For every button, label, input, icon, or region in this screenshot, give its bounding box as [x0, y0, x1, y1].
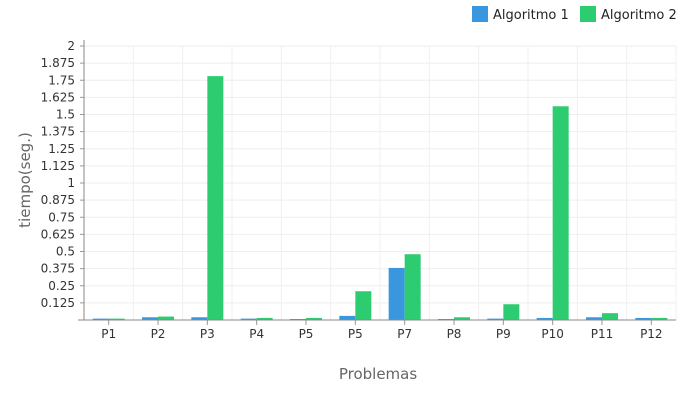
bar-algoritmo-1-p12[interactable] — [635, 317, 652, 320]
y-tick-label: 0.5 — [56, 245, 75, 259]
y-tick-label: 2 — [67, 39, 75, 53]
bar-algoritmo-1-p3[interactable] — [191, 317, 208, 320]
y-tick-label: 1.625 — [41, 90, 75, 104]
x-tick-label: P5 — [348, 327, 363, 341]
bar-algoritmo-2-p9[interactable] — [503, 304, 520, 320]
x-tick-label: P1 — [101, 327, 116, 341]
bar-algoritmo-2-p2[interactable] — [158, 316, 174, 320]
tick-labels: 0.125 0.25 0.375 0.5 0.625 0.75 0.875 1 1.125 1.2… — [41, 39, 663, 341]
bar-algoritmo-1-p4[interactable] — [240, 318, 257, 320]
x-tick-label: P9 — [496, 327, 511, 341]
y-tick-label: 1.375 — [41, 125, 75, 139]
legend[interactable]: Algoritmo 1 Algoritmo 2 — [472, 6, 677, 23]
bar-algoritmo-1-p5[interactable] — [339, 315, 356, 320]
y-tick-label: 0.375 — [41, 262, 75, 276]
bars — [92, 76, 668, 320]
y-tick-label: 0.75 — [48, 210, 75, 224]
bar-algoritmo-1-p11[interactable] — [586, 317, 602, 320]
x-tick-label: P12 — [640, 327, 663, 341]
y-tick-label: 0.25 — [48, 279, 75, 293]
x-tick-label: P8 — [447, 327, 462, 341]
x-axis-title: Problemas — [339, 365, 418, 383]
bar-algoritmo-2-p7[interactable] — [404, 254, 421, 320]
grid — [83, 45, 677, 320]
legend-label: Algoritmo 1 — [493, 8, 569, 23]
x-tick-label: P2 — [151, 327, 166, 341]
bar-algoritmo-1-p2[interactable] — [142, 317, 158, 320]
y-tick-label: 0.875 — [41, 193, 75, 207]
x-tick-label: P7 — [397, 327, 412, 341]
y-tick-label: 1.875 — [41, 56, 75, 70]
legend-swatch — [472, 6, 488, 22]
bar-algoritmo-2-p12[interactable] — [651, 317, 668, 320]
bar-algoritmo-2-p1[interactable] — [108, 318, 125, 320]
axes — [78, 40, 676, 325]
bar-algoritmo-1-p10[interactable] — [536, 317, 553, 320]
legend-label: Algoritmo 2 — [601, 8, 677, 23]
y-tick-label: 0.625 — [41, 227, 75, 241]
bar-algoritmo-1-p9[interactable] — [487, 318, 504, 320]
x-tick-label: P3 — [200, 327, 215, 341]
legend-item-algoritmo-1[interactable]: Algoritmo 1 — [472, 6, 569, 23]
x-tick-label: P11 — [591, 327, 614, 341]
bar-algoritmo-2-p8[interactable] — [454, 317, 470, 320]
bar-algoritmo-2-p3[interactable] — [207, 76, 224, 320]
bar-algoritmo-2-p10[interactable] — [552, 106, 569, 320]
bar-algoritmo-2-p11[interactable] — [602, 313, 618, 320]
y-tick-label: 1.5 — [56, 108, 75, 122]
bar-algoritmo-2-p4[interactable] — [256, 317, 273, 320]
x-tick-label: P10 — [541, 327, 564, 341]
y-axis-title: tiempo(seg.) — [16, 132, 34, 228]
y-tick-label: 1.75 — [48, 73, 75, 87]
x-tick-label: P5 — [299, 327, 314, 341]
y-tick-label: 1 — [67, 176, 75, 190]
bar-algoritmo-2-p5[interactable] — [355, 291, 372, 320]
y-tick-label: 1.25 — [48, 142, 75, 156]
y-tick-label: 1.125 — [41, 159, 75, 173]
bar-algoritmo-1-p7[interactable] — [388, 267, 405, 320]
legend-item-algoritmo-2[interactable]: Algoritmo 2 — [580, 6, 677, 23]
bar-algoritmo-2-p5[interactable] — [306, 317, 322, 320]
y-tick-label: 0.125 — [41, 296, 75, 310]
x-tick-label: P4 — [249, 327, 264, 341]
bar-algoritmo-1-p1[interactable] — [92, 318, 109, 320]
legend-swatch — [580, 6, 596, 22]
